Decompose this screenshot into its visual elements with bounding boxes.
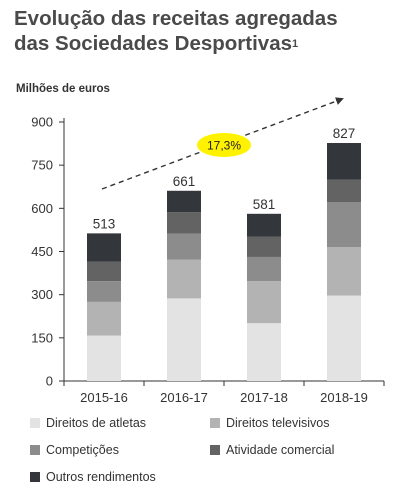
total-label-2017-18: 581: [253, 197, 276, 212]
bar-2017-18-direitos-de-atletas: [247, 323, 281, 381]
legend-label-direitos-televisivos: Direitos televisivos: [226, 416, 330, 430]
legend-swatch-atividade-comercial: [210, 445, 220, 455]
y-tick-label-300: 300: [31, 287, 53, 302]
bar-2015-16-direitos-de-atletas: [87, 335, 121, 381]
bar-2017-18-atividade-comercial: [247, 236, 281, 257]
chart-title-line-2-text: das Sociedades Desportivas: [14, 32, 293, 55]
legend-swatch-direitos-de-atletas: [30, 418, 40, 428]
legend-item-competi-es: Competições: [30, 443, 119, 457]
bar-2015-16-outros-rendimentos: [87, 233, 121, 262]
growth-badge: [197, 133, 251, 157]
legend-swatch-outros-rendimentos: [30, 472, 40, 482]
units-label: Milhões de euros: [16, 83, 110, 95]
bar-2015-16-competi-es: [87, 281, 121, 302]
x-tick-label-2017-18: 2017-18: [240, 390, 288, 405]
bar-2016-17-competi-es: [167, 233, 201, 260]
y-tick-label-750: 750: [31, 158, 53, 173]
y-tick-label-900: 900: [31, 115, 53, 130]
bar-2016-17-outros-rendimentos: [167, 190, 201, 213]
x-tick-label-2016-17: 2016-17: [160, 390, 208, 405]
legend-item-direitos-de-atletas: Direitos de atletas: [30, 416, 146, 430]
footnote-marker: 1: [292, 38, 299, 50]
y-tick-label-450: 450: [31, 244, 53, 259]
chart-title-line-2: das Sociedades Desportivas1: [14, 31, 404, 56]
x-tick-label-2018-19: 2018-19: [320, 390, 368, 405]
bar-2015-16-direitos-televisivos: [87, 301, 121, 336]
growth-badge-label: 17,3%: [207, 139, 241, 153]
bar-2016-17-direitos-de-atletas: [167, 298, 201, 381]
bar-2018-19-direitos-de-atletas: [327, 295, 361, 381]
legend-item-atividade-comercial: Atividade comercial: [210, 443, 334, 457]
bar-2017-18-direitos-televisivos: [247, 281, 281, 324]
y-tick-label-600: 600: [31, 201, 53, 216]
y-tick-label-150: 150: [31, 330, 53, 345]
chart-title-line-1: Evolução das receitas agregadas: [14, 7, 338, 30]
bar-2018-19-outros-rendimentos: [327, 143, 361, 180]
total-label-2016-17: 661: [173, 174, 196, 189]
y-tick-label-0: 0: [46, 374, 53, 389]
bar-2016-17-direitos-televisivos: [167, 259, 201, 299]
legend-label-outros-rendimentos: Outros rendimentos: [46, 470, 156, 484]
legend-item-outros-rendimentos: Outros rendimentos: [30, 470, 156, 484]
bar-2015-16-atividade-comercial: [87, 261, 121, 282]
x-tick-label-2015-16: 2015-16: [80, 390, 128, 405]
legend-label-competi-es: Competições: [46, 443, 119, 457]
legend-swatch-direitos-televisivos: [210, 418, 220, 428]
legend-label-atividade-comercial: Atividade comercial: [226, 443, 335, 457]
bar-2017-18-outros-rendimentos: [247, 213, 281, 237]
bar-2018-19-direitos-televisivos: [327, 247, 361, 296]
legend-item-direitos-televisivos: Direitos televisivos: [210, 416, 330, 430]
bar-2018-19-atividade-comercial: [327, 179, 361, 203]
bar-2018-19-competi-es: [327, 202, 361, 248]
legend-label-direitos-de-atletas: Direitos de atletas: [46, 416, 147, 430]
total-label-2018-19: 827: [333, 126, 356, 141]
total-label-2015-16: 513: [93, 216, 116, 231]
bar-2017-18-competi-es: [247, 256, 281, 282]
bar-2016-17-atividade-comercial: [167, 212, 201, 234]
chart-title: Evolução das receitas agregadas das Soci…: [14, 6, 404, 56]
legend-swatch-competi-es: [30, 445, 40, 455]
